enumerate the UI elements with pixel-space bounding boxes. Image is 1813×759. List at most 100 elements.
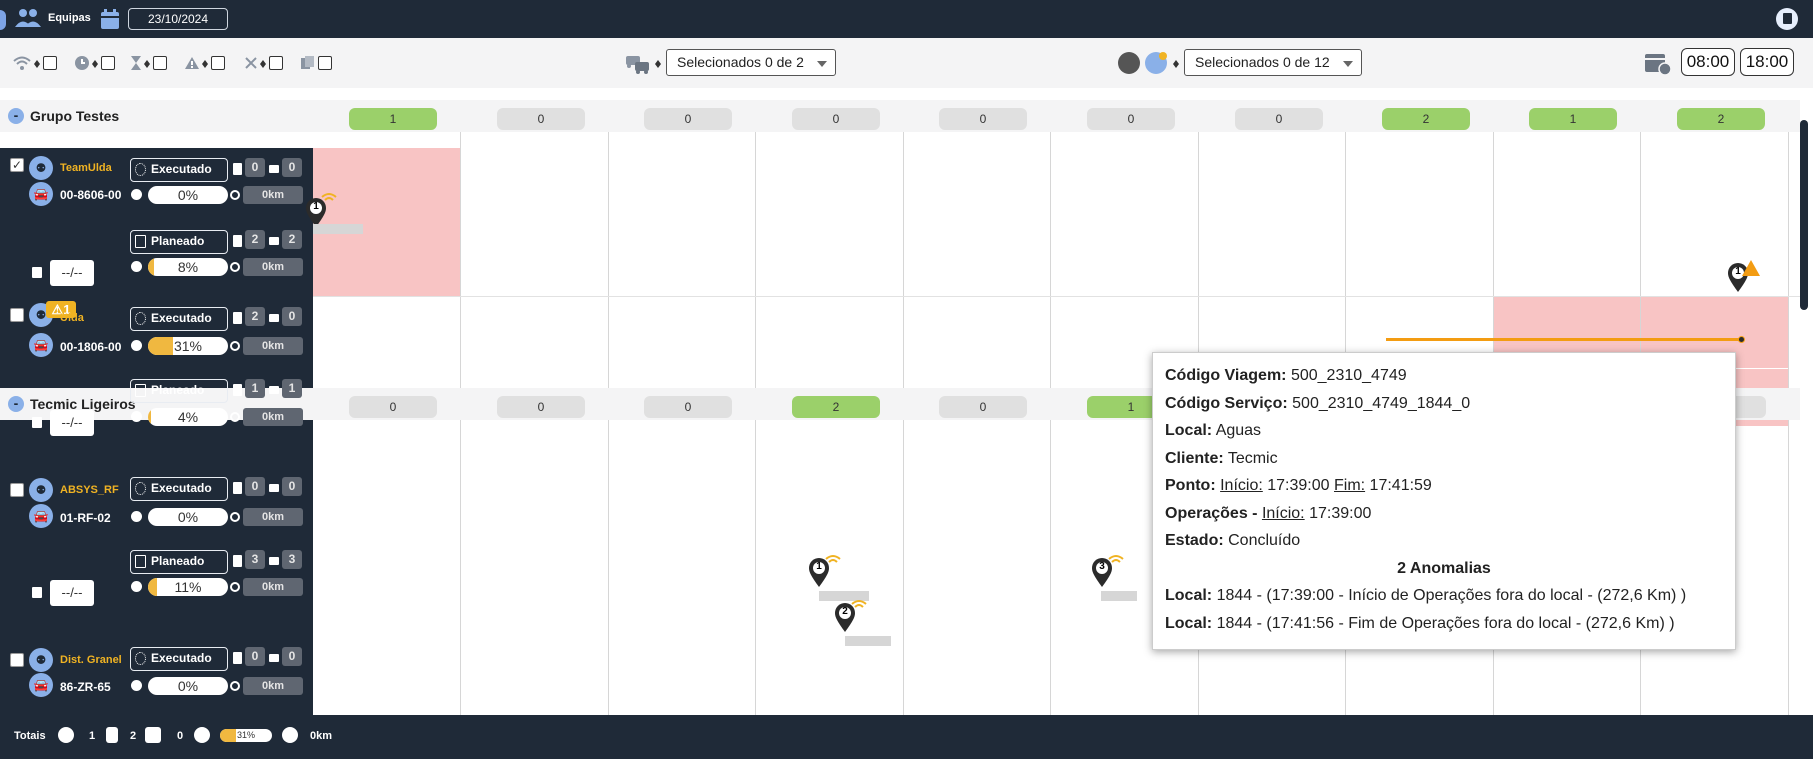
event-bar — [819, 591, 869, 601]
executed-button[interactable]: Executado — [130, 647, 228, 671]
count-pill[interactable]: 0 — [939, 396, 1027, 418]
map-pin-marker[interactable]: 3 — [1091, 555, 1124, 588]
count-pill[interactable]: 2 — [792, 396, 880, 418]
sort-icon[interactable] — [92, 56, 99, 70]
count-pill[interactable]: 1 — [1529, 108, 1617, 130]
filter-checkbox[interactable] — [318, 56, 332, 70]
map-pin-marker[interactable]: 1 — [1727, 260, 1760, 293]
planned-button[interactable]: Planeado — [130, 550, 228, 574]
count-pill[interactable]: 1 — [349, 108, 437, 130]
count-pill[interactable]: 0 — [1235, 108, 1323, 130]
anomaly-cell[interactable] — [313, 148, 460, 296]
filter-hourglass[interactable] — [130, 54, 167, 72]
map-pin-marker[interactable]: 1 — [305, 193, 337, 228]
count-pill[interactable]: 2 — [1382, 108, 1470, 130]
resource-checkbox[interactable] — [10, 483, 24, 497]
filter-close[interactable] — [244, 54, 283, 72]
anomaly-item: 1844 - (17:41:56 - Fim de Operações fora… — [1216, 614, 1675, 632]
filter-checkbox[interactable] — [269, 56, 283, 70]
location: Aguas — [1215, 422, 1262, 439]
team-icon: ⚉ — [29, 156, 53, 180]
clock-icon — [75, 56, 89, 70]
date-input[interactable]: --/-- — [50, 410, 94, 436]
plate-label[interactable]: 00-8606-00 — [60, 188, 122, 202]
sort-icon[interactable] — [202, 56, 209, 70]
count-pill[interactable]: 0 — [349, 396, 437, 418]
date-input[interactable]: --/-- — [50, 580, 94, 606]
vertical-scrollbar[interactable] — [1800, 120, 1808, 310]
calendar-icon[interactable] — [100, 8, 120, 30]
filter-wifi[interactable] — [12, 54, 57, 72]
planned-button[interactable]: Planeado — [130, 379, 228, 403]
resource-row: ✓ ⚉ TeamUlda 🚘 00-8606-00 Executado 0 0 … — [0, 148, 313, 298]
collapse-button[interactable]: - — [8, 396, 24, 412]
hourglass-icon — [131, 56, 141, 70]
event-bar — [313, 224, 363, 234]
map-pin-marker[interactable]: 2 — [834, 600, 867, 633]
resource-name[interactable]: TeamUlda — [60, 162, 112, 174]
planned-button[interactable]: Planeado — [130, 230, 228, 254]
count-pill[interactable]: 0 — [939, 108, 1027, 130]
count-pill[interactable]: 0 — [792, 108, 880, 130]
copy-icon[interactable] — [32, 587, 42, 598]
distance-icon — [230, 190, 240, 200]
filter-checkbox[interactable] — [153, 56, 167, 70]
progress-bar: 0% — [148, 677, 228, 695]
truck-icon — [269, 314, 279, 322]
count-pill[interactable]: 0 — [1087, 108, 1175, 130]
calendar-icon — [135, 235, 146, 248]
warning-icon: ⚠ — [51, 302, 64, 317]
count-pill[interactable]: 0 — [644, 108, 732, 130]
resource-name[interactable]: ABSYS_RF — [60, 484, 119, 496]
plate-label[interactable]: 86-ZR-65 — [60, 680, 111, 694]
resource-checkbox[interactable] — [10, 653, 24, 667]
map-pin-marker[interactable]: 1 — [808, 555, 841, 588]
sort-icon[interactable] — [260, 56, 267, 70]
date-picker[interactable]: 23/10/2024 — [128, 8, 228, 30]
copy-icon[interactable] — [1776, 8, 1798, 30]
filter-checkbox[interactable] — [43, 56, 57, 70]
executed-button[interactable]: Executado — [130, 158, 228, 182]
resource-name[interactable]: Ulda — [60, 312, 84, 324]
filter-copy[interactable] — [300, 54, 332, 72]
count-pill[interactable]: 0 — [497, 108, 585, 130]
count-pill[interactable]: 0 — [644, 396, 732, 418]
resource-checkbox[interactable] — [10, 308, 24, 322]
count-pill[interactable]: 0 — [497, 396, 585, 418]
sidebar-toggle[interactable] — [0, 10, 6, 30]
sort-icon[interactable] — [655, 56, 662, 70]
filter-warning[interactable] — [184, 54, 225, 72]
count-pill[interactable]: 2 — [1677, 108, 1765, 130]
filter-checkbox[interactable] — [101, 56, 115, 70]
resource-checkbox[interactable]: ✓ — [10, 158, 24, 172]
resource-name[interactable]: Dist. Granel — [60, 654, 122, 666]
progress-bar: 4% — [148, 408, 228, 426]
plate-label[interactable]: 01-RF-02 — [60, 511, 111, 525]
end-time-input[interactable]: 18:00 — [1740, 48, 1794, 76]
vehicles-select[interactable]: Selecionados 0 de 2 — [666, 49, 836, 76]
distance-icon — [230, 582, 240, 592]
plate-label[interactable]: 00-1806-00 — [60, 340, 122, 354]
drivers-select[interactable]: Selecionados 0 de 12 — [1184, 49, 1362, 76]
start-time-input[interactable]: 08:00 — [1681, 48, 1735, 76]
sort-icon[interactable] — [1173, 56, 1180, 70]
clock-icon — [131, 189, 142, 200]
docs-count: 2 — [245, 307, 265, 326]
teams-total: 1 — [89, 730, 96, 742]
collapse-button[interactable]: - — [8, 108, 24, 124]
sort-icon[interactable] — [34, 56, 41, 70]
calendar-clock-icon[interactable] — [1644, 51, 1672, 75]
filter-checkbox[interactable] — [211, 56, 225, 70]
date-input[interactable]: --/-- — [50, 260, 94, 286]
truck-icon — [269, 654, 279, 662]
filter-clock[interactable] — [74, 54, 115, 72]
executed-button[interactable]: Executado — [130, 477, 228, 501]
sort-icon[interactable] — [144, 56, 151, 70]
clock-icon — [131, 680, 142, 691]
executed-button[interactable]: Executado — [130, 307, 228, 331]
teams-label[interactable]: Equipas — [48, 12, 91, 24]
copy-icon[interactable] — [32, 267, 42, 278]
copy-icon[interactable] — [32, 417, 42, 428]
team-icon[interactable] — [14, 8, 42, 28]
alert-badge[interactable]: ⚠1 — [46, 301, 76, 318]
